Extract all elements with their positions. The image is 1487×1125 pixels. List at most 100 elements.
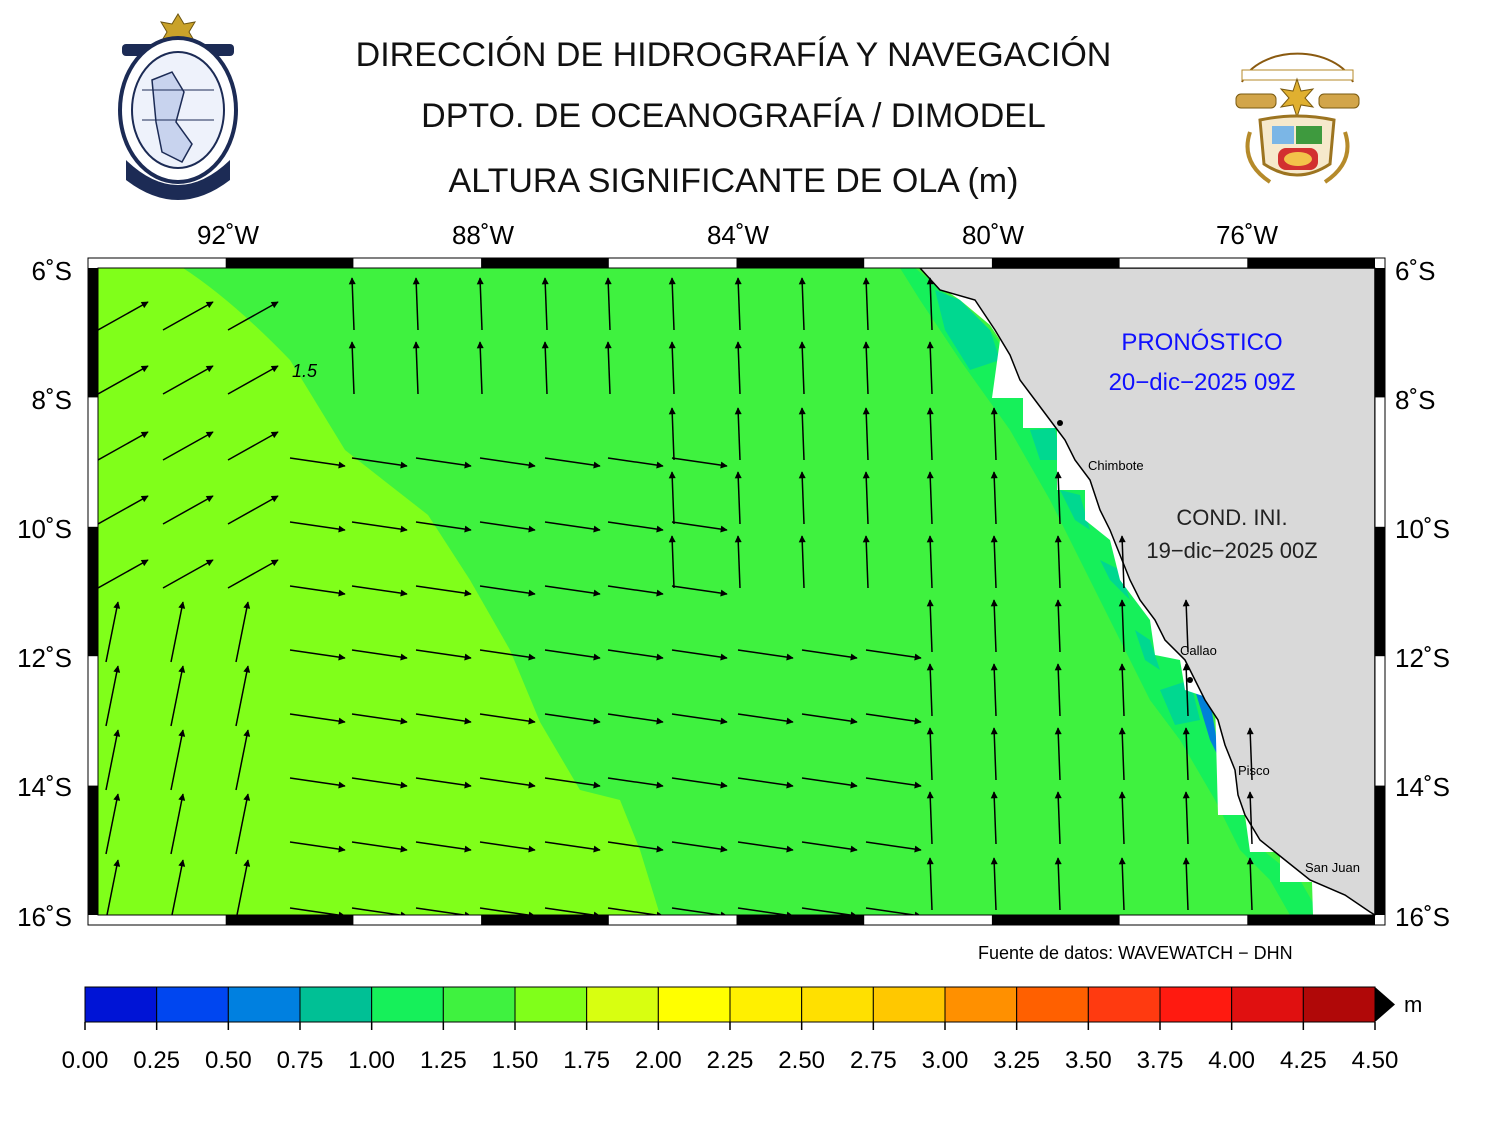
wave-arrow (479, 713, 536, 725)
wave-arrow (348, 277, 356, 331)
wave-arrow (737, 841, 794, 853)
wave-arrow (162, 495, 214, 525)
wave-arrow (1054, 535, 1062, 589)
colorbar-tick-label: 1.25 (420, 1047, 467, 1074)
wave-arrow (162, 301, 214, 331)
colorbar-tick-label: 2.50 (778, 1047, 825, 1074)
wave-arrow (801, 841, 858, 853)
colorbar-swatch (371, 986, 444, 1023)
wave-arrow (926, 341, 934, 395)
wave-arrow (926, 663, 934, 717)
wave-arrow (479, 521, 536, 533)
wave-arrow (351, 457, 408, 469)
colorbar-tick-label: 3.50 (1065, 1047, 1112, 1074)
wave-arrow (734, 341, 742, 395)
forecast-label: PRONÓSTICO (1121, 329, 1282, 356)
wave-arrow (926, 277, 934, 331)
lat-tick-right: 10˚S (1395, 514, 1450, 544)
wave-arrow (990, 857, 998, 911)
wave-arrow (926, 727, 934, 781)
wave-arrow (926, 535, 934, 589)
wave-arrow (798, 341, 806, 395)
wave-arrow (671, 841, 728, 853)
colorbar-tick-label: 0.00 (62, 1047, 109, 1074)
wave-arrow (415, 585, 472, 597)
land-peru (918, 268, 1375, 915)
wave-arrow (1118, 663, 1126, 717)
forecast-time: 20−dic−2025 09Z (1109, 369, 1296, 396)
wave-arrow (98, 365, 149, 395)
wave-arrow (990, 535, 998, 589)
colorbar-tick-label: 3.00 (922, 1047, 969, 1074)
wave-arrow (1118, 535, 1126, 589)
lon-tick: 88˚W (452, 220, 515, 250)
colorbar-swatch (299, 986, 373, 1023)
wave-arrow (1118, 727, 1126, 781)
wave-arrow (105, 601, 121, 663)
wave-arrow (479, 777, 536, 789)
wave-arrow (479, 457, 536, 469)
city-dot (1057, 420, 1063, 426)
wave-arrow (607, 457, 664, 469)
wave-arrow (105, 793, 121, 855)
colorbar-tick-label: 3.75 (1137, 1047, 1184, 1074)
wave-arrow (351, 521, 408, 533)
wave-arrow (412, 341, 420, 395)
init-time: 19−dic−2025 00Z (1146, 538, 1317, 563)
colorbar-tick-label: 2.75 (850, 1047, 897, 1074)
wave-arrow (1118, 791, 1126, 845)
colorbar-swatch (1302, 986, 1376, 1023)
wave-arrow (1054, 727, 1062, 781)
colorbar-tick-label: 4.50 (1352, 1047, 1399, 1074)
wave-arrow (990, 727, 998, 781)
wave-arrow (926, 857, 934, 911)
wave-arrow (607, 841, 664, 853)
wave-arrow (926, 407, 934, 461)
wave-arrow (990, 791, 998, 845)
wave-arrow (990, 407, 998, 461)
wave-arrow (236, 859, 251, 915)
wave-arrow (671, 649, 728, 661)
wave-arrow (668, 535, 676, 589)
colorbar-swatch (442, 986, 516, 1023)
colorbar-swatch (872, 986, 946, 1023)
place-san-juan: San Juan (1305, 860, 1360, 875)
wave-arrow (926, 471, 934, 525)
lon-tick: 76˚W (1216, 220, 1279, 250)
title-line-2: DPTO. DE OCEANOGRAFÍA / DIMODEL (421, 97, 1046, 135)
wave-arrow (170, 729, 186, 791)
wave-arrow (798, 471, 806, 525)
wave-arrow (544, 585, 601, 597)
wave-arrow (171, 859, 186, 915)
place-chimbote: Chimbote (1088, 458, 1144, 473)
colorbar-tick-label: 4.00 (1208, 1047, 1255, 1074)
wave-arrow (412, 277, 420, 331)
data-source: Fuente de datos: WAVEWATCH − DHN (978, 943, 1293, 963)
colorbar-swatch (657, 986, 731, 1023)
wave-arrow (162, 559, 214, 589)
wave-arrow (865, 777, 922, 789)
place-callao: Callao (1180, 643, 1217, 658)
wave-arrow (926, 791, 934, 845)
wave-arrow (227, 301, 279, 331)
wave-arrow (668, 277, 676, 331)
wave-arrow (415, 521, 472, 533)
wave-arrow (235, 665, 251, 727)
wave-arrow (415, 713, 472, 725)
colorbar-swatch (944, 986, 1018, 1023)
wave-arrow (1118, 599, 1126, 653)
wave-arrow (415, 777, 472, 789)
wave-arrow (415, 841, 472, 853)
wave-arrow (734, 407, 742, 461)
wave-arrow (105, 665, 121, 727)
wave-arrow (170, 601, 186, 663)
lat-tick-left: 6˚S (32, 256, 72, 286)
colorbar: 0.00 0.25 0.50 0.75 1.00 1.25 1.50 1.75 2.00 2.25… (62, 986, 1399, 1074)
wave-arrow (737, 713, 794, 725)
wave-arrow (479, 585, 536, 597)
wave-arrow (926, 599, 934, 653)
colorbar-swatch (1087, 986, 1161, 1023)
wave-arrow (734, 277, 742, 331)
colorbar-swatch (729, 986, 803, 1023)
colorbar-swatch (801, 986, 874, 1023)
